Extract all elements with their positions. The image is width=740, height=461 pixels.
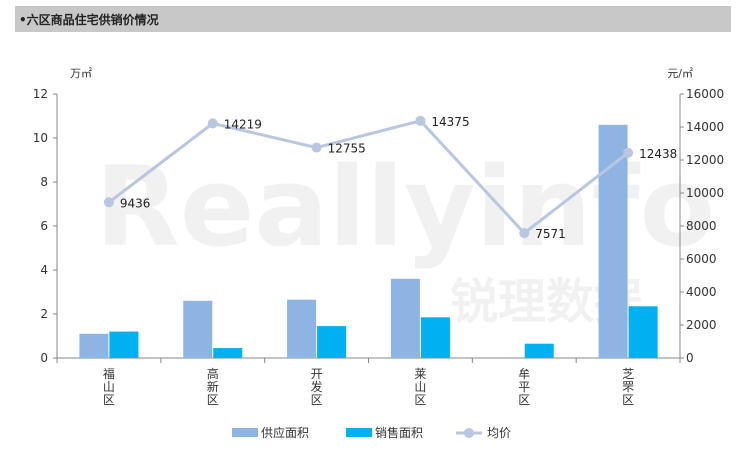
bar-sales	[524, 343, 554, 358]
legend-price-label: 均价	[487, 426, 511, 440]
price-label: 7571	[535, 227, 566, 241]
y-tick-label-left: 0	[40, 351, 48, 365]
legend-price: 均价	[456, 426, 511, 440]
legend-price-marker	[464, 428, 474, 438]
axes: 0 2 4 6 8 10 12 0 2000 4000 6000 8000 10000 12000 1400…	[33, 67, 724, 365]
legend-supply-label: 供应面积	[261, 425, 309, 440]
y-tick-label-left: 8	[40, 175, 48, 189]
price-line-path	[108, 119, 630, 236]
bar-supply	[183, 300, 213, 358]
price-point	[415, 115, 426, 126]
y-tick-label-right: 2000	[686, 318, 717, 332]
y-tick-label-right: 12000	[686, 153, 724, 167]
legend-sales: 销售面积	[346, 425, 423, 440]
price-point	[519, 228, 530, 239]
bar-supply	[598, 124, 628, 358]
y-tick-label-right: 8000	[686, 219, 717, 233]
bar-supply	[287, 299, 317, 358]
y-tick-label-right: 14000	[686, 120, 724, 134]
bar-supply	[79, 333, 109, 358]
legend: 供应面积 销售面积 均价	[232, 425, 511, 440]
y-tick-label-left: 4	[40, 263, 48, 277]
bar-sales	[420, 317, 450, 358]
bar-sales	[628, 306, 658, 358]
price-point	[207, 118, 218, 129]
y-tick-label-right: 0	[686, 351, 694, 365]
price-label: 12755	[328, 142, 366, 156]
title-bar: •六区商品住宅供销价情况	[15, 6, 731, 32]
category-label: 高新区	[207, 366, 219, 407]
price-point	[103, 197, 114, 208]
category-label: 福山区	[103, 366, 115, 407]
bar-supply	[390, 278, 420, 358]
y-tick-label-right: 4000	[686, 285, 717, 299]
legend-sales-swatch	[346, 428, 372, 437]
price-label: 14219	[224, 117, 262, 131]
y-tick-label-right: 16000	[686, 87, 724, 101]
y-tick-label-left: 2	[40, 307, 48, 321]
bars	[79, 124, 658, 358]
price-label: 9436	[120, 196, 151, 210]
price-point	[311, 142, 322, 153]
y-tick-label-left: 10	[33, 131, 48, 145]
price-line	[103, 115, 634, 239]
data-labels: 9436 14219 12755 14375 7571 12438	[120, 115, 677, 241]
y-tick-label-right: 6000	[686, 252, 717, 266]
y-tick-label-right: 10000	[686, 186, 724, 200]
bar-sales	[317, 326, 347, 358]
y-axis-unit-right: 元/㎡	[667, 67, 693, 80]
bar-sales	[213, 348, 243, 358]
category-label: 芝罘区	[622, 366, 634, 407]
price-point	[623, 147, 634, 158]
legend-sales-label: 销售面积	[375, 425, 423, 440]
legend-supply: 供应面积	[232, 425, 309, 440]
legend-supply-swatch	[232, 428, 258, 437]
category-label: 开发区	[311, 367, 323, 407]
page-title: •六区商品住宅供销价情况	[19, 13, 159, 27]
y-tick-label-left: 12	[33, 87, 48, 101]
price-label: 14375	[431, 115, 469, 129]
category-labels: 福山区 高新区 开发区 莱山区 牟平区 芝罘区	[103, 366, 634, 407]
category-label: 莱山区	[414, 367, 426, 407]
category-label: 牟平区	[518, 366, 530, 407]
y-tick-label-left: 6	[40, 219, 48, 233]
price-label: 12438	[639, 147, 677, 161]
y-axis-unit-left: 万㎡	[70, 67, 92, 80]
bar-sales	[109, 331, 139, 358]
